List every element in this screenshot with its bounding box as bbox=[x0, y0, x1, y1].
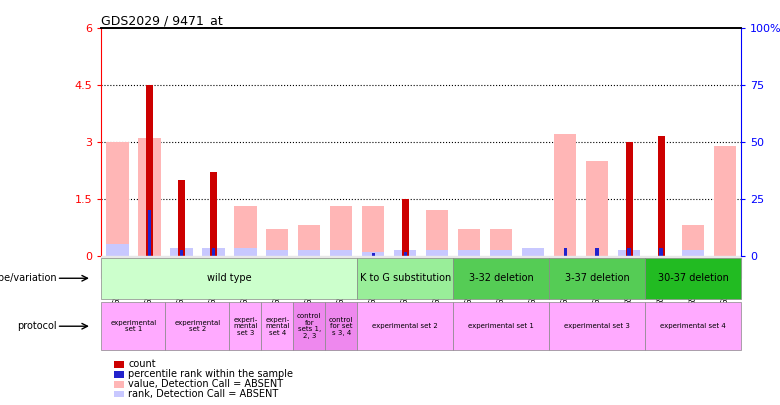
Bar bbox=[114, 371, 124, 377]
Text: protocol: protocol bbox=[17, 321, 57, 331]
Bar bbox=[682, 250, 704, 256]
Bar bbox=[453, 258, 549, 299]
Bar bbox=[549, 302, 645, 350]
Bar bbox=[357, 302, 453, 350]
Bar bbox=[101, 302, 165, 350]
Text: wild type: wild type bbox=[207, 273, 252, 283]
Bar bbox=[645, 302, 741, 350]
Text: control
for set
s 3, 4: control for set s 3, 4 bbox=[329, 317, 353, 336]
Bar bbox=[714, 146, 736, 256]
Bar bbox=[458, 250, 480, 256]
Bar bbox=[402, 199, 409, 256]
Bar bbox=[101, 258, 357, 299]
Bar bbox=[453, 302, 549, 350]
Bar bbox=[645, 258, 741, 299]
Bar bbox=[106, 244, 129, 256]
Bar bbox=[298, 225, 321, 256]
Bar bbox=[362, 206, 385, 256]
Bar bbox=[658, 136, 665, 256]
Bar bbox=[114, 391, 124, 398]
Text: experimental set 2: experimental set 2 bbox=[372, 323, 438, 329]
Bar bbox=[298, 250, 321, 256]
Bar bbox=[626, 142, 633, 256]
Bar bbox=[549, 258, 645, 299]
Text: experimental
set 2: experimental set 2 bbox=[174, 320, 221, 333]
Bar bbox=[202, 248, 225, 256]
Bar bbox=[261, 302, 293, 350]
Bar bbox=[522, 248, 544, 256]
Bar bbox=[147, 210, 151, 256]
Text: count: count bbox=[128, 359, 156, 369]
Bar bbox=[146, 85, 153, 256]
Bar bbox=[490, 250, 512, 256]
Bar bbox=[330, 250, 353, 256]
Bar bbox=[371, 253, 375, 256]
Text: 3-37 deletion: 3-37 deletion bbox=[565, 273, 629, 283]
Text: GDS2029 / 9471_at: GDS2029 / 9471_at bbox=[101, 14, 223, 27]
Bar bbox=[229, 302, 261, 350]
Bar bbox=[394, 250, 417, 256]
Text: experimental
set 1: experimental set 1 bbox=[110, 320, 157, 333]
Bar bbox=[618, 250, 640, 256]
Bar bbox=[266, 250, 289, 256]
Bar bbox=[325, 302, 357, 350]
Bar bbox=[595, 248, 599, 256]
Text: genotype/variation: genotype/variation bbox=[0, 273, 57, 283]
Text: experimental set 4: experimental set 4 bbox=[660, 323, 726, 329]
Bar bbox=[682, 225, 704, 256]
Bar bbox=[362, 252, 385, 256]
Text: percentile rank within the sample: percentile rank within the sample bbox=[128, 369, 293, 379]
Bar bbox=[357, 258, 453, 299]
Text: experimental set 1: experimental set 1 bbox=[468, 323, 534, 329]
Bar bbox=[211, 248, 215, 256]
Text: experimental set 3: experimental set 3 bbox=[564, 323, 630, 329]
Bar bbox=[101, 256, 741, 278]
Text: 30-37 deletion: 30-37 deletion bbox=[658, 273, 729, 283]
Text: K to G substitution: K to G substitution bbox=[360, 273, 451, 283]
Text: experi-
mental
set 3: experi- mental set 3 bbox=[233, 317, 257, 336]
Bar bbox=[234, 206, 257, 256]
Bar bbox=[170, 248, 193, 256]
Bar bbox=[330, 206, 353, 256]
Bar bbox=[563, 248, 567, 256]
Text: value, Detection Call = ABSENT: value, Detection Call = ABSENT bbox=[128, 379, 283, 389]
Bar bbox=[106, 142, 129, 256]
Bar bbox=[178, 180, 185, 256]
Text: rank, Detection Call = ABSENT: rank, Detection Call = ABSENT bbox=[128, 389, 278, 399]
Bar bbox=[426, 210, 448, 256]
Bar bbox=[403, 252, 407, 256]
Bar bbox=[210, 172, 217, 256]
Text: 3-32 deletion: 3-32 deletion bbox=[469, 273, 534, 283]
Text: control
for
sets 1,
2, 3: control for sets 1, 2, 3 bbox=[297, 313, 321, 339]
Bar bbox=[138, 138, 161, 256]
Bar bbox=[426, 250, 448, 256]
Bar bbox=[458, 229, 480, 256]
Bar bbox=[234, 248, 257, 256]
Bar bbox=[114, 361, 124, 368]
Bar bbox=[659, 248, 663, 256]
Bar bbox=[490, 229, 512, 256]
Bar bbox=[627, 248, 631, 256]
Bar bbox=[586, 161, 608, 256]
Bar bbox=[165, 302, 229, 350]
Bar bbox=[266, 229, 289, 256]
Bar bbox=[554, 134, 576, 256]
Bar bbox=[293, 302, 325, 350]
Bar bbox=[179, 250, 183, 256]
Text: experi-
mental
set 4: experi- mental set 4 bbox=[265, 317, 289, 336]
Bar bbox=[114, 381, 124, 388]
